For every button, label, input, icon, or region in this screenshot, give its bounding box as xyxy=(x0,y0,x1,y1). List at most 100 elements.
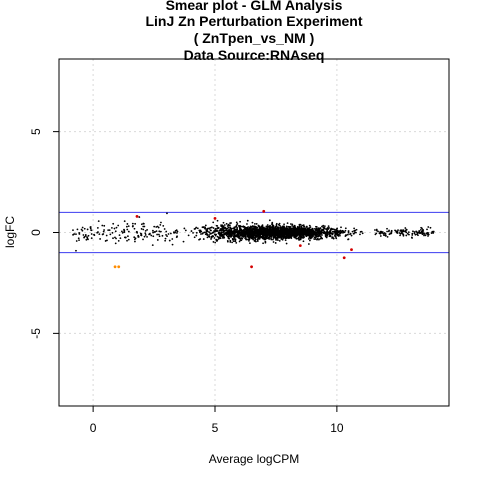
data-point xyxy=(195,234,198,237)
highlighted-points xyxy=(113,209,353,269)
data-point xyxy=(288,236,291,239)
data-point xyxy=(303,236,306,238)
title-line-2: LinJ Zn Perturbation Experiment xyxy=(145,13,362,29)
data-point xyxy=(87,234,90,237)
data-point xyxy=(309,232,312,235)
data-point xyxy=(140,228,143,230)
data-point xyxy=(298,234,301,237)
data-point xyxy=(199,229,202,232)
data-point xyxy=(226,231,229,234)
data-point xyxy=(355,228,358,231)
x-axis-label: Average logCPM xyxy=(209,452,300,466)
data-point xyxy=(384,234,387,237)
data-point xyxy=(260,225,263,228)
data-point xyxy=(90,233,93,235)
data-point xyxy=(93,233,95,236)
data-point xyxy=(296,226,299,229)
data-point xyxy=(317,238,320,241)
data-point xyxy=(272,241,275,243)
data-point xyxy=(262,242,264,245)
data-point xyxy=(272,226,275,229)
data-point xyxy=(349,233,351,236)
data-point xyxy=(212,241,215,243)
data-point xyxy=(429,226,432,229)
data-point xyxy=(222,221,225,224)
data-point xyxy=(215,229,218,232)
data-point xyxy=(277,227,280,230)
data-point xyxy=(245,238,248,241)
data-point xyxy=(96,227,99,229)
data-point xyxy=(246,219,249,222)
data-point xyxy=(246,227,249,229)
data-point xyxy=(102,230,105,233)
data-point xyxy=(337,231,340,234)
data-point xyxy=(252,235,254,238)
data-point xyxy=(240,234,243,237)
data-point xyxy=(218,237,221,239)
data-point xyxy=(417,234,419,237)
data-point xyxy=(142,222,145,225)
data-point xyxy=(229,241,232,243)
data-point xyxy=(107,229,110,231)
data-point xyxy=(213,230,216,233)
data-point xyxy=(230,235,233,237)
data-point xyxy=(108,229,111,232)
data-point xyxy=(144,234,147,236)
data-point xyxy=(218,229,221,232)
data-point xyxy=(421,233,424,236)
data-point xyxy=(101,224,104,227)
data-point xyxy=(97,231,99,233)
data-point xyxy=(123,228,125,231)
data-point xyxy=(213,233,216,236)
data-point xyxy=(346,233,349,236)
data-point xyxy=(347,238,349,241)
data-point xyxy=(242,232,245,235)
highlighted-point-4 xyxy=(250,265,253,269)
data-point xyxy=(386,236,389,238)
data-point xyxy=(223,227,226,230)
highlighted-point-6 xyxy=(298,244,302,248)
data-point xyxy=(379,235,382,237)
data-point xyxy=(297,228,300,231)
data-point xyxy=(285,242,288,245)
data-point xyxy=(249,235,252,238)
data-point xyxy=(225,222,228,225)
data-point xyxy=(294,226,297,229)
data-point xyxy=(295,233,298,236)
y-axis: -5 0 5 xyxy=(29,128,59,339)
data-point xyxy=(404,227,407,229)
data-point xyxy=(86,237,89,240)
data-point xyxy=(283,223,285,226)
data-point xyxy=(281,238,284,241)
data-point xyxy=(315,225,317,228)
data-point xyxy=(413,231,416,233)
data-point xyxy=(316,233,319,236)
data-point xyxy=(274,242,277,244)
data-point xyxy=(126,228,129,231)
data-point xyxy=(159,230,162,233)
data-point xyxy=(81,226,84,229)
data-point xyxy=(151,244,154,247)
data-point xyxy=(318,230,321,233)
data-point xyxy=(90,237,93,240)
data-point xyxy=(298,230,301,233)
data-point xyxy=(134,240,136,243)
data-point xyxy=(335,228,338,231)
data-point xyxy=(97,220,100,223)
data-point xyxy=(258,225,261,228)
data-point xyxy=(328,231,331,234)
data-point xyxy=(432,230,435,233)
data-point xyxy=(378,232,381,235)
data-point xyxy=(140,234,142,237)
data-point xyxy=(314,230,317,232)
data-point xyxy=(165,230,168,233)
data-point xyxy=(390,232,393,235)
data-point xyxy=(307,238,310,240)
data-point xyxy=(148,233,151,236)
x-tick-label-1: 5 xyxy=(212,421,219,435)
highlighted-point-5 xyxy=(262,209,266,213)
data-point xyxy=(321,225,323,228)
data-point xyxy=(262,228,265,231)
data-point xyxy=(206,233,209,236)
data-point xyxy=(420,232,422,235)
